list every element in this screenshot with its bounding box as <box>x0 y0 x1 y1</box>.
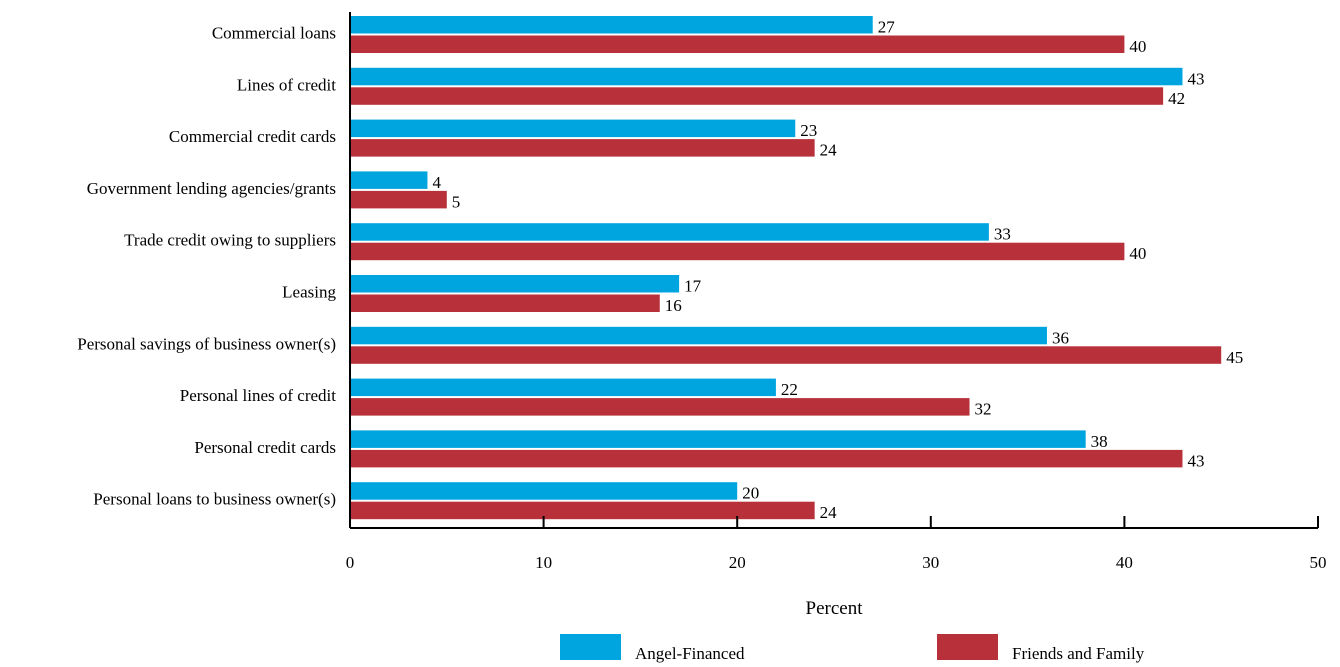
bar-friends-and-family <box>350 398 970 416</box>
bar-friends-and-family <box>350 35 1125 53</box>
bar-friends-and-family <box>350 242 1125 261</box>
bar-angel-financed <box>350 16 873 34</box>
bar-friends-and-family <box>350 139 815 157</box>
category-label: Commercial credit cards <box>169 127 336 146</box>
bar-angel-financed <box>350 430 1086 448</box>
bars-group <box>350 16 1222 520</box>
data-label: 40 <box>1129 37 1146 56</box>
data-label: 16 <box>665 296 682 315</box>
tick-labels: 0 10 20 30 40 50 <box>346 553 1327 572</box>
data-label: 17 <box>684 277 702 296</box>
category-label: Government lending agencies/grants <box>87 179 336 198</box>
bar-friends-and-family <box>350 501 815 520</box>
legend-swatch <box>937 634 998 660</box>
category-label: Commercial loans <box>212 24 336 43</box>
bar-angel-financed <box>350 275 680 293</box>
bar-friends-and-family <box>350 294 660 312</box>
data-label: 20 <box>742 484 759 503</box>
category-label: Personal lines of credit <box>180 386 337 405</box>
data-label: 32 <box>975 400 992 419</box>
data-label: 45 <box>1226 348 1243 367</box>
bar-angel-financed <box>350 223 989 241</box>
data-label: 24 <box>820 503 838 522</box>
data-label: 42 <box>1168 89 1185 108</box>
x-axis-title: Percent <box>806 598 864 619</box>
bar-angel-financed <box>350 171 428 189</box>
data-label: 27 <box>878 18 896 37</box>
bar-friends-and-family <box>350 346 1222 364</box>
data-label: 23 <box>800 121 817 140</box>
data-label: 36 <box>1052 328 1069 347</box>
legend: Angel-Financed Friends and Family <box>560 634 1145 663</box>
category-label: Trade credit owing to suppliers <box>124 231 336 250</box>
x-tick-label: 0 <box>346 553 355 572</box>
data-label: 5 <box>452 192 461 211</box>
bar-angel-financed <box>350 482 738 500</box>
category-label: Personal savings of business owner(s) <box>77 334 336 353</box>
category-label: Lines of credit <box>237 75 336 94</box>
data-label: 40 <box>1129 244 1146 263</box>
bar-angel-financed <box>350 326 1047 345</box>
data-label: 22 <box>781 380 798 399</box>
bar-angel-financed <box>350 119 796 138</box>
category-labels: Commercial loans Lines of credit Commercia… <box>77 24 336 509</box>
category-label: Leasing <box>282 283 336 302</box>
x-tick-label: 10 <box>535 553 552 572</box>
axes <box>349 12 1319 529</box>
data-label: 43 <box>1187 451 1204 470</box>
x-tick-label: 20 <box>729 553 746 572</box>
bar-friends-and-family <box>350 190 447 209</box>
bar-friends-and-family <box>350 449 1183 468</box>
data-label: 43 <box>1187 69 1204 88</box>
data-label: 24 <box>820 141 838 160</box>
legend-swatch <box>560 634 621 660</box>
bar-angel-financed <box>350 67 1183 86</box>
bar-angel-financed <box>350 378 776 397</box>
category-label: Personal credit cards <box>194 438 336 457</box>
data-label: 4 <box>432 173 441 192</box>
bar-friends-and-family <box>350 87 1164 105</box>
x-tick-label: 40 <box>1116 553 1133 572</box>
legend-label: Angel-Financed <box>635 644 745 663</box>
category-label: Personal loans to business owner(s) <box>93 490 336 509</box>
x-tick-label: 30 <box>922 553 939 572</box>
x-tick-label: 50 <box>1310 553 1327 572</box>
data-label: 33 <box>994 225 1011 244</box>
data-label: 38 <box>1091 432 1108 451</box>
legend-label: Friends and Family <box>1012 644 1145 663</box>
